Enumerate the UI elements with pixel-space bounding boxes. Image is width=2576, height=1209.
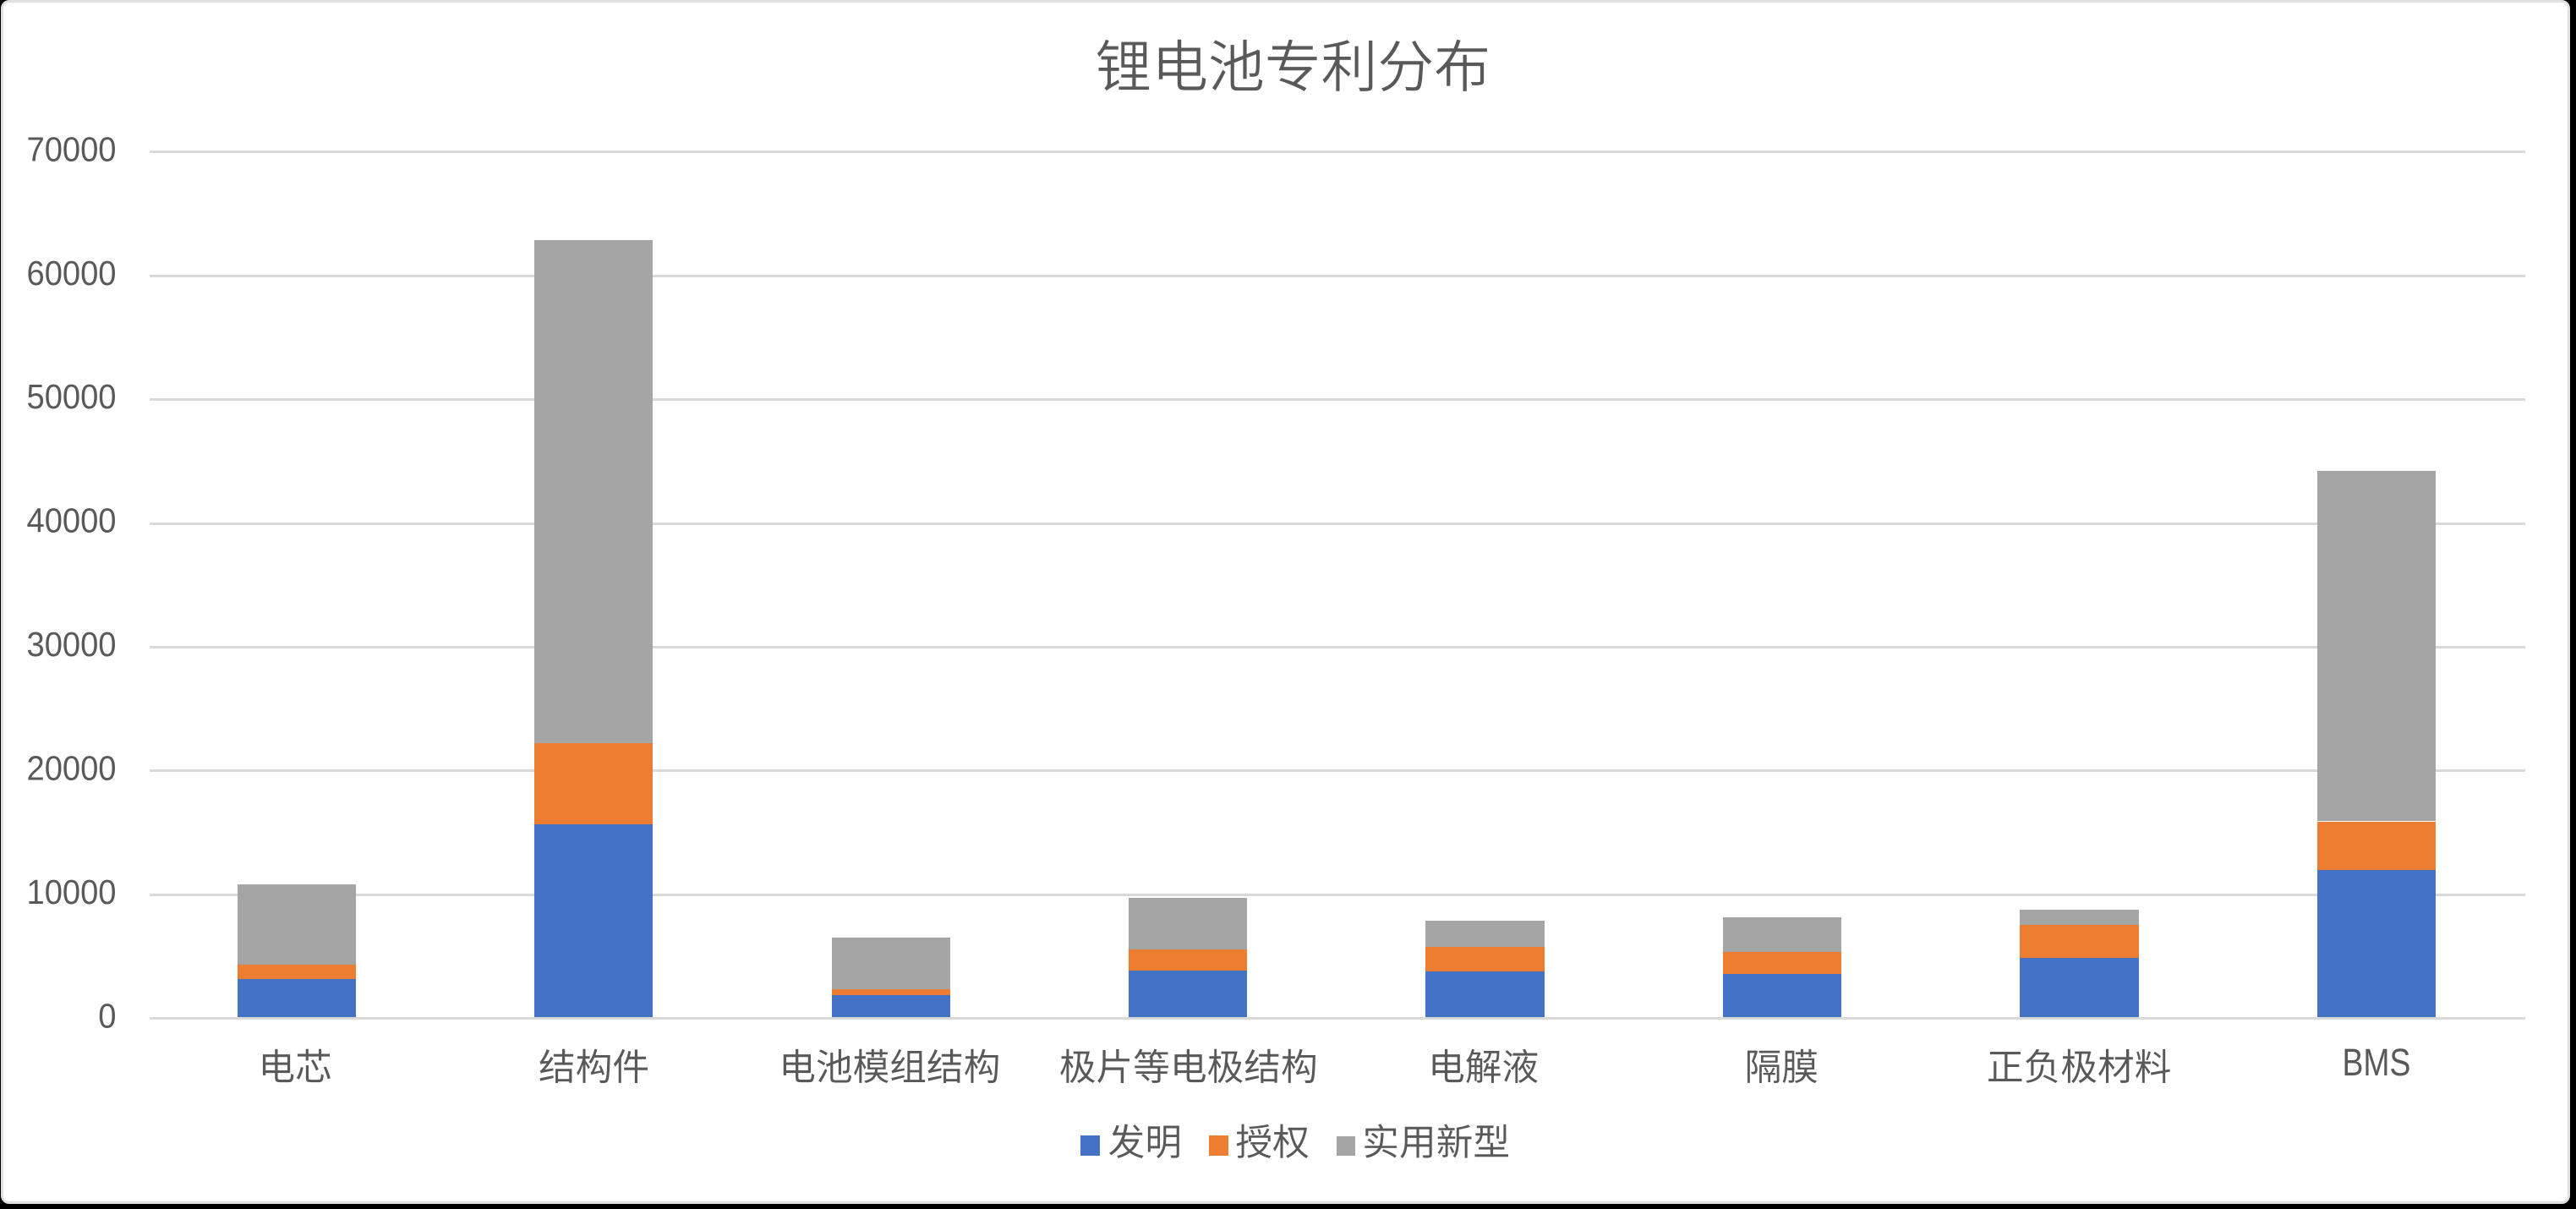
svg-text:10000: 10000: [26, 873, 116, 912]
svg-text:50000: 50000: [26, 378, 116, 417]
svg-text:70000: 70000: [26, 130, 116, 169]
svg-text:0: 0: [98, 997, 116, 1036]
svg-text:40000: 40000: [26, 501, 116, 540]
svg-text:BMS: BMS: [2342, 1042, 2410, 1084]
svg-text:30000: 30000: [26, 626, 116, 665]
svg-text:20000: 20000: [26, 749, 116, 788]
svg-text:60000: 60000: [26, 254, 116, 293]
